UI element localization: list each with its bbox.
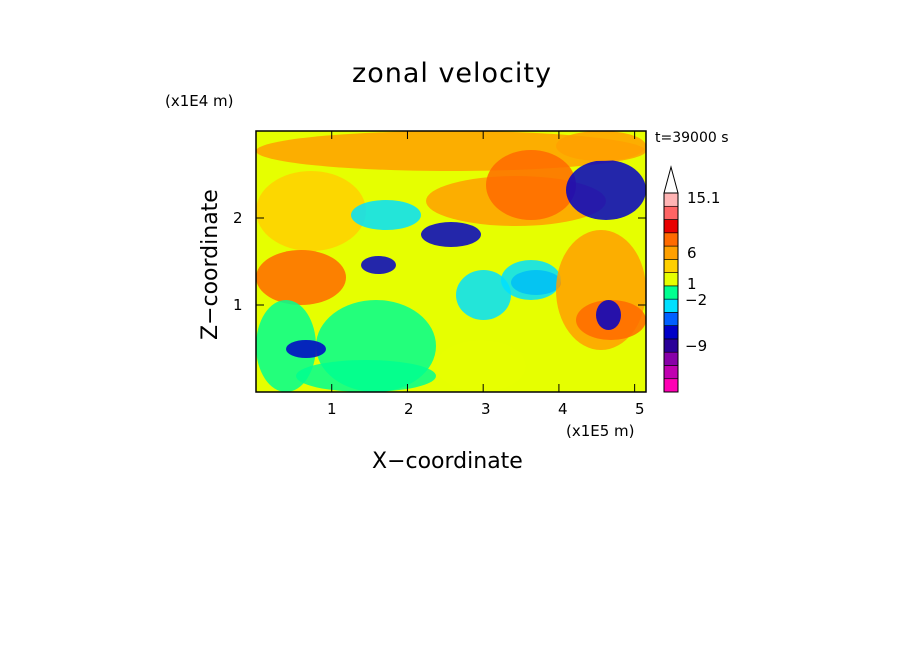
time-label: t=39000 s	[655, 130, 729, 146]
contour-region	[351, 200, 421, 230]
contour-region	[596, 300, 621, 330]
colorbar-swatch	[663, 351, 679, 366]
colorbar-swatch	[663, 259, 679, 273]
colorbar-swatch	[663, 338, 679, 353]
contour-region	[256, 171, 366, 251]
colorbar-swatch	[663, 219, 679, 234]
contour-region	[421, 222, 481, 247]
contour-region	[296, 360, 436, 392]
contour-region	[456, 270, 511, 320]
colorbar-swatch	[663, 245, 679, 260]
contour-region	[556, 131, 646, 161]
contour-region	[286, 340, 326, 358]
colorbar-frame	[663, 192, 679, 393]
colorbar-swatch	[663, 192, 679, 207]
y-tick-label: 2	[233, 209, 243, 227]
colorbar-swatch	[663, 285, 679, 300]
colorbar-swatch	[663, 365, 679, 380]
colorbar-swatch	[663, 232, 679, 247]
colorbar-label: −2	[685, 291, 708, 309]
colorbar-swatch	[663, 312, 679, 326]
colorbar-label: 15.1	[687, 189, 721, 207]
y-unit-label: (x1E4 m)	[165, 92, 234, 110]
colorbar-label: 1	[687, 275, 697, 293]
contour-region	[256, 250, 346, 305]
x-tick-label: 1	[327, 400, 337, 418]
contour-region	[361, 256, 396, 274]
x-tick-label: 4	[558, 400, 568, 418]
x-tick-label: 2	[404, 400, 414, 418]
chart-title: zonal velocity	[352, 58, 552, 89]
colorbar-swatch	[663, 272, 679, 287]
colorbar-extend-arrow	[663, 165, 679, 194]
colorbar-swatch	[663, 298, 679, 313]
contour-region	[256, 300, 316, 392]
colorbar-swatch	[663, 205, 679, 220]
y-tick-label: 1	[233, 296, 243, 314]
colorbar-swatch	[663, 325, 679, 340]
colorbar	[663, 165, 679, 393]
contour-region	[501, 260, 561, 300]
contour-region	[436, 340, 526, 392]
x-axis-label: X−coordinate	[372, 449, 523, 474]
contour-field	[256, 131, 646, 392]
contour-region	[486, 150, 576, 220]
x-tick-label: 5	[635, 400, 645, 418]
x-tick-label: 3	[481, 400, 491, 418]
x-unit-label: (x1E5 m)	[566, 422, 635, 440]
plot-frame	[255, 130, 647, 393]
contour-region	[566, 160, 646, 220]
colorbar-label: 6	[687, 244, 697, 262]
colorbar-swatch	[663, 378, 679, 393]
colorbar-label: −9	[685, 337, 708, 355]
axis-ticks	[256, 131, 646, 392]
